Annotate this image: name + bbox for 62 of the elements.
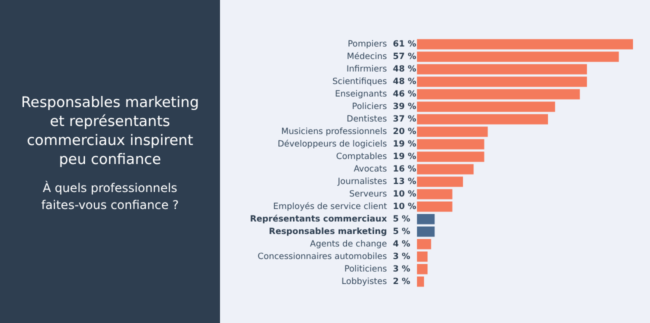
data-label: 3 % (392, 264, 411, 274)
y-tick-label: Concessionnaires automobiles (258, 252, 388, 262)
y-tick-label: Représentants commerciaux (250, 214, 388, 224)
data-label: 39 % (392, 102, 417, 112)
bar (416, 189, 452, 200)
y-tick-label: Médecins (346, 52, 388, 62)
y-tick-label: Employés de service client (273, 202, 388, 212)
bar (416, 152, 484, 162)
bar (416, 64, 587, 74)
data-label: 3 % (392, 252, 411, 262)
data-label: 20 % (392, 126, 417, 137)
data-label: 48 % (392, 76, 417, 87)
bar (416, 264, 428, 274)
y-tick-label: Lobbyistes (342, 276, 388, 287)
y-tick-label: Journalistes (336, 176, 388, 187)
y-tick-label: Scientifiques (332, 76, 388, 87)
y-tick-label: Enseignants (335, 89, 388, 100)
y-tick-label: Comptables (336, 152, 388, 162)
y-tick-label: Policiers (352, 102, 388, 112)
bar (416, 239, 432, 250)
data-label: 16 % (392, 164, 417, 174)
bar (416, 202, 452, 212)
y-tick-label: Pompiers (348, 39, 388, 50)
bar (416, 176, 463, 187)
y-tick-label: Politiciens (344, 264, 388, 274)
bar (416, 89, 580, 100)
bar (416, 114, 548, 124)
data-label: 37 % (392, 114, 417, 124)
y-tick-label: Serveurs (349, 189, 388, 200)
text: À quels professionnels faites-vous confiance ? (40, 180, 180, 214)
data-label: 46 % (392, 89, 417, 100)
data-label: 5 % (392, 226, 411, 237)
data-label: 5 % (392, 214, 411, 224)
bar (416, 276, 424, 287)
bar (416, 126, 488, 137)
bar (416, 252, 428, 262)
bar (416, 102, 556, 112)
data-label: 10 % (392, 189, 417, 200)
bar (416, 226, 435, 237)
data-label: 19 % (392, 152, 417, 162)
data-label: 57 % (392, 52, 417, 62)
y-tick-label: Dentistes (346, 114, 388, 124)
y-tick-label: Infirmiers (346, 64, 388, 74)
y-tick-label: Avocats (354, 164, 388, 174)
bar (416, 39, 633, 50)
data-label: 4 % (392, 239, 411, 250)
bar (416, 164, 474, 174)
data-label: 10 % (392, 202, 417, 212)
y-tick-label: Développeurs de logiciels (278, 139, 388, 150)
y-tick-label: Responsables marketing (268, 226, 387, 237)
y-tick-label: Agents de change (310, 239, 387, 250)
bar (416, 214, 435, 224)
y-tick-label: Musiciens professionnels (281, 126, 388, 137)
data-label: 2 % (392, 276, 411, 287)
data-label: 13 % (392, 176, 417, 187)
bar (416, 76, 587, 87)
data-label: 48 % (392, 64, 417, 74)
bar (416, 52, 619, 62)
bar (416, 139, 484, 150)
data-label: 61 % (392, 39, 417, 50)
text: Responsables marketing et représentants commerciaux inspirent peu confiance (20, 94, 200, 170)
data-label: 19 % (392, 139, 417, 150)
